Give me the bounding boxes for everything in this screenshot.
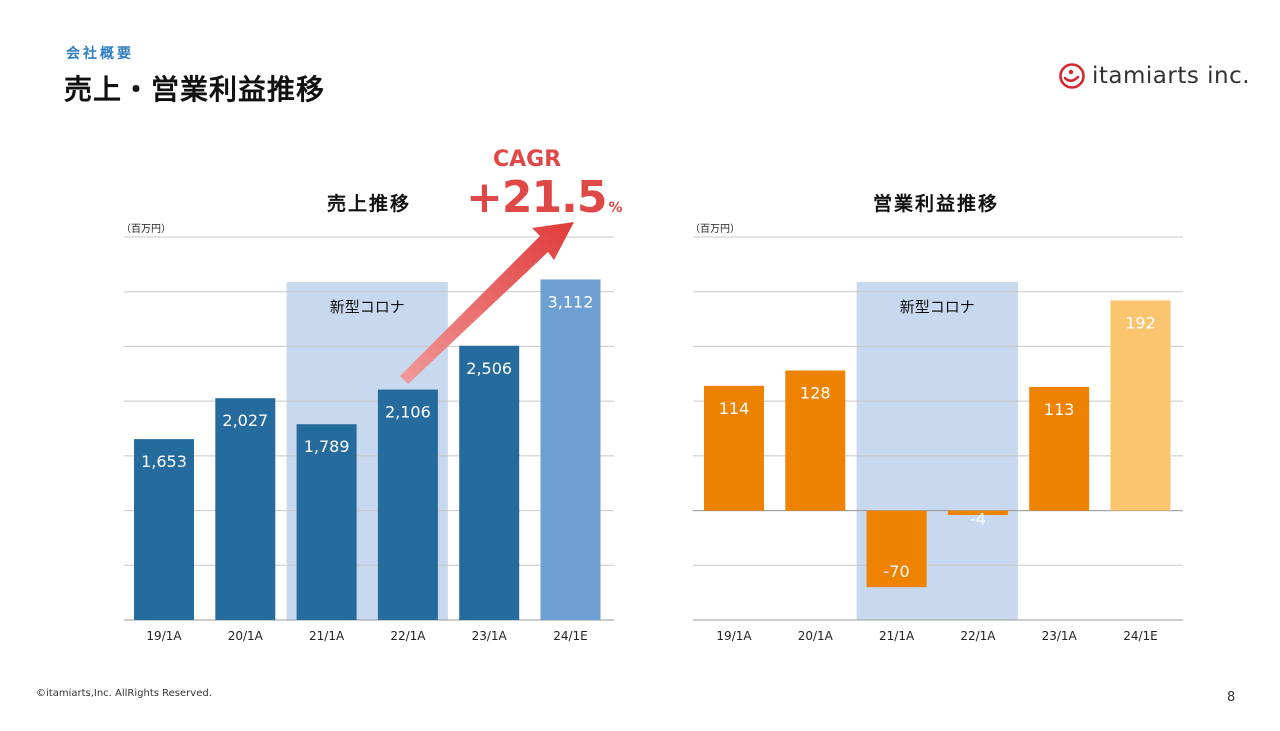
sales-bar bbox=[540, 279, 601, 620]
sales-data-label: 1,789 bbox=[304, 437, 350, 456]
profit-category-label: 21/1A bbox=[879, 629, 915, 643]
logo-text: itamiarts inc. bbox=[1092, 63, 1251, 89]
sales-category-label: 20/1A bbox=[228, 629, 264, 643]
sales-bar bbox=[134, 439, 194, 620]
sales-unit-label: （百万円） bbox=[121, 224, 171, 235]
profit-chart-title: 営業利益推移 bbox=[873, 193, 1000, 215]
copyright-text: ©itamiarts,Inc. AllRights Reserved. bbox=[36, 688, 212, 699]
profit-category-label: 20/1A bbox=[798, 629, 834, 643]
sales-data-label: 2,506 bbox=[466, 359, 512, 378]
page-number: 8 bbox=[1227, 690, 1236, 705]
profit-category-label: 22/1A bbox=[960, 629, 996, 643]
profit-category-label: 23/1A bbox=[1042, 629, 1078, 643]
sales-bar bbox=[215, 398, 276, 620]
cagr-arrow bbox=[400, 222, 574, 384]
sales-bar bbox=[296, 424, 357, 620]
profit-data-label: 113 bbox=[1044, 400, 1075, 419]
sales-bar bbox=[377, 389, 438, 620]
cagr-number: +21.5 bbox=[466, 172, 607, 223]
profit-bar bbox=[1029, 386, 1090, 511]
sales-data-label: 2,106 bbox=[385, 403, 431, 422]
sales-covid-label: 新型コロナ bbox=[330, 298, 405, 316]
sales-category-label: 21/1A bbox=[309, 629, 345, 643]
profit-data-label: -4 bbox=[970, 510, 986, 529]
profit-data-label: 128 bbox=[800, 384, 831, 403]
profit-bar bbox=[947, 510, 1008, 515]
profit-data-label: 114 bbox=[719, 399, 750, 418]
profit-bar bbox=[1110, 300, 1171, 511]
logo-mark-icon bbox=[1059, 63, 1085, 89]
cagr-unit: % bbox=[608, 200, 622, 216]
sales-category-label: 19/1A bbox=[146, 629, 182, 643]
page-title: 売上・営業利益推移 bbox=[64, 73, 326, 106]
profit-unit-label: （百万円） bbox=[690, 224, 740, 235]
section-label: 会社概要 bbox=[66, 46, 134, 62]
profit-bar bbox=[704, 385, 764, 511]
sales-chart-title: 売上推移 bbox=[327, 193, 412, 215]
profit-bar bbox=[866, 510, 927, 588]
cagr-label: CAGR bbox=[493, 147, 562, 172]
sales-bar bbox=[459, 345, 520, 620]
sales-data-label: 3,112 bbox=[548, 292, 594, 311]
sales-data-label: 2,027 bbox=[222, 411, 268, 430]
sales-data-label: 1,653 bbox=[141, 452, 187, 471]
profit-data-label: 192 bbox=[1125, 313, 1156, 332]
profit-category-label: 19/1A bbox=[716, 629, 752, 643]
sales-category-label: 23/1A bbox=[472, 629, 508, 643]
profit-covid-label: 新型コロナ bbox=[900, 298, 975, 316]
company-logo: itamiarts inc. bbox=[1058, 56, 1250, 96]
sales-category-label: 22/1A bbox=[390, 629, 426, 643]
profit-bar bbox=[785, 370, 846, 511]
profit-data-label: -70 bbox=[884, 562, 910, 581]
cagr-value: +21.5% bbox=[466, 172, 622, 223]
profit-category-label: 24/1E bbox=[1123, 629, 1158, 643]
sales-category-label: 24/1E bbox=[553, 629, 588, 643]
